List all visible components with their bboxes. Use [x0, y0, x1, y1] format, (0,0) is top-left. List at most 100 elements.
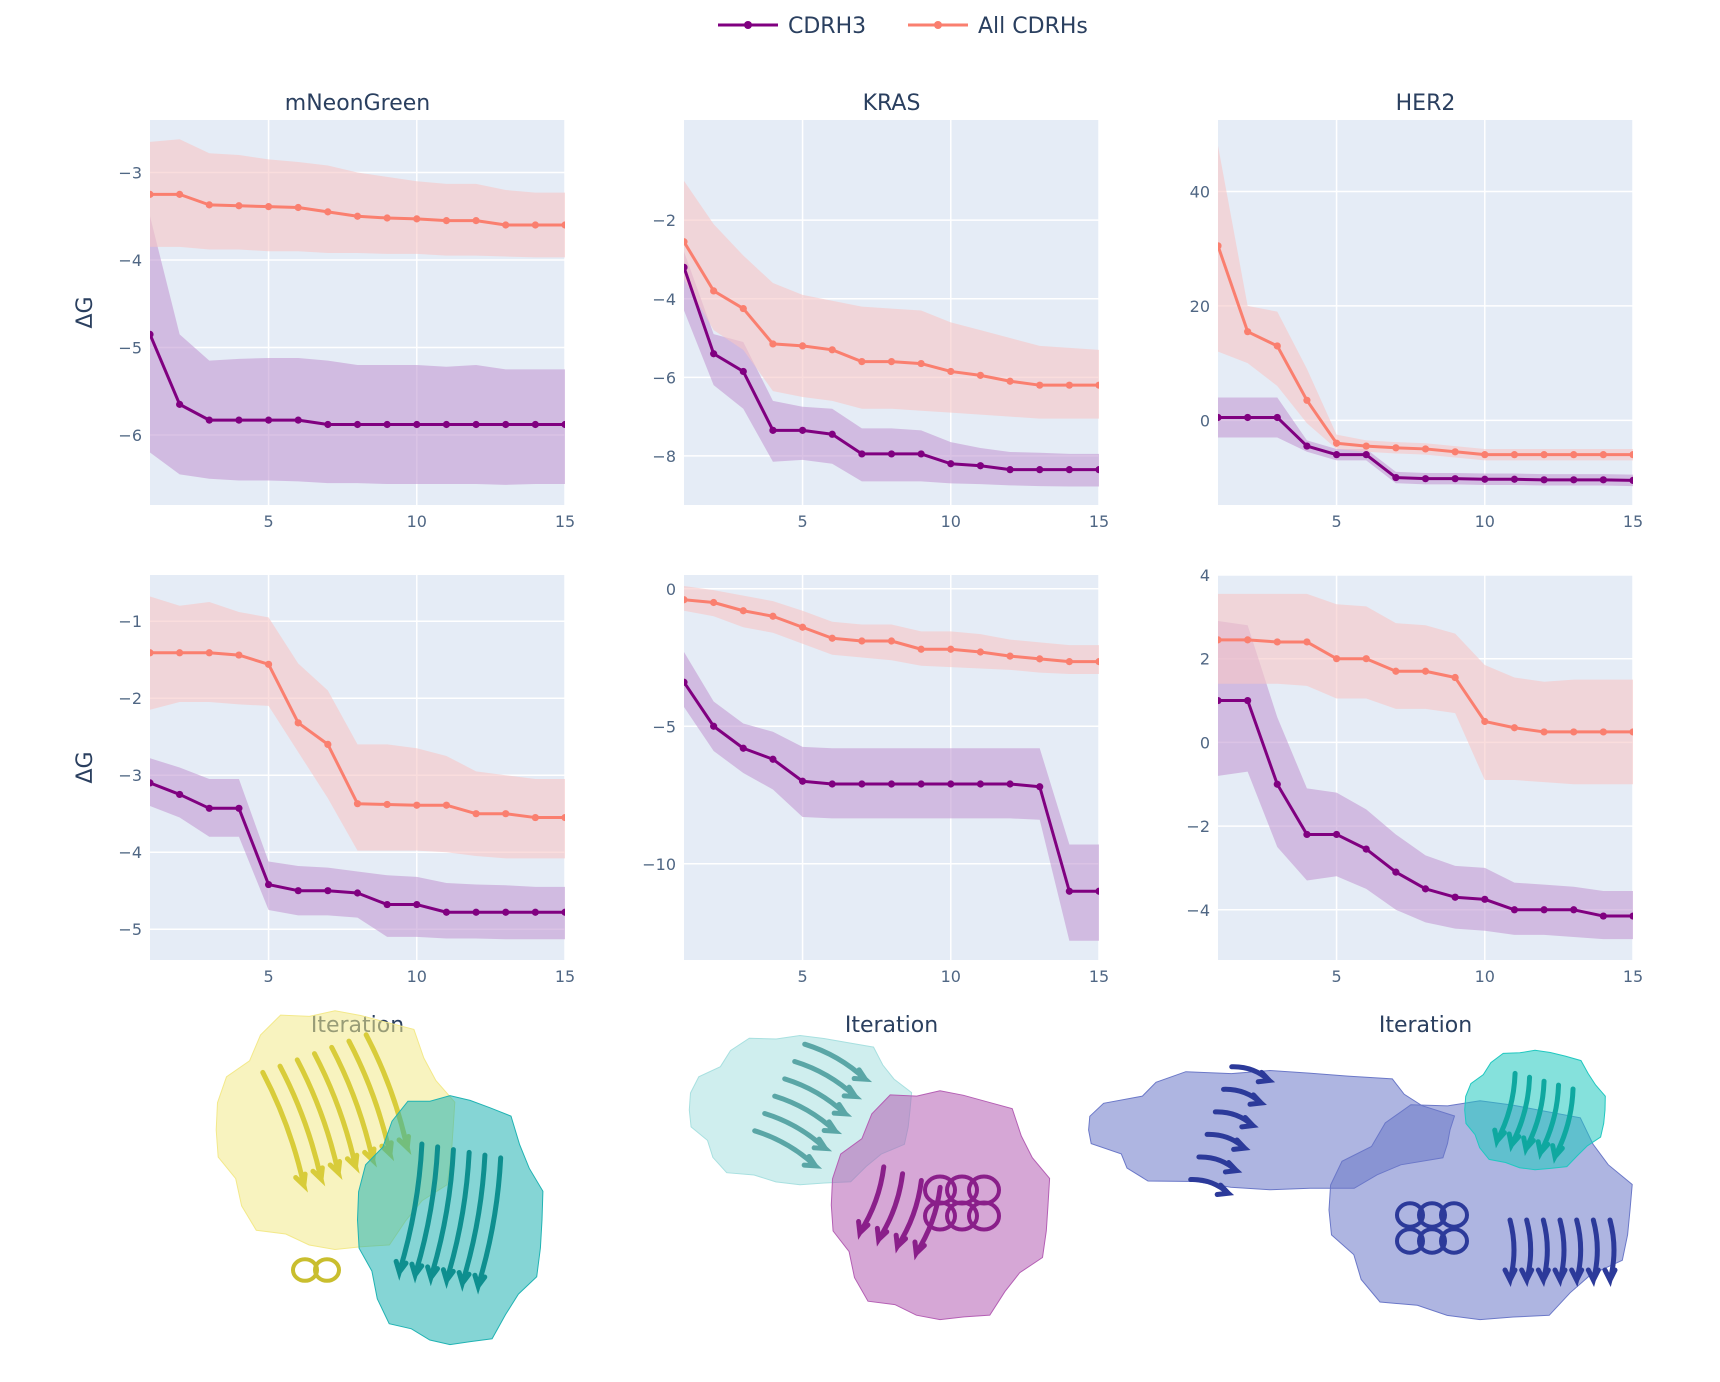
data-point-cdrh3[interactable]	[976, 462, 985, 470]
data-point-cdrh3[interactable]	[710, 722, 718, 730]
data-point-cdrh3[interactable]	[1570, 476, 1578, 484]
data-point-all-cdrhs[interactable]	[264, 660, 273, 668]
data-point-all-cdrhs[interactable]	[442, 801, 451, 809]
data-point-cdrh3[interactable]	[1362, 451, 1370, 459]
data-point-all-cdrhs[interactable]	[324, 208, 332, 216]
data-point-all-cdrhs[interactable]	[472, 217, 480, 225]
data-point-all-cdrhs[interactable]	[1303, 396, 1311, 404]
data-point-cdrh3[interactable]	[1273, 413, 1281, 422]
data-point-cdrh3[interactable]	[917, 780, 925, 788]
data-point-cdrh3[interactable]	[798, 777, 807, 785]
data-point-all-cdrhs[interactable]	[502, 810, 510, 818]
data-point-cdrh3[interactable]	[1244, 413, 1252, 422]
data-point-all-cdrhs[interactable]	[1540, 728, 1548, 736]
data-point-all-cdrhs[interactable]	[235, 651, 243, 659]
data-point-cdrh3[interactable]	[1392, 473, 1400, 482]
data-point-cdrh3[interactable]	[1451, 893, 1459, 901]
data-point-all-cdrhs[interactable]	[769, 340, 777, 348]
data-point-all-cdrhs[interactable]	[561, 221, 568, 229]
data-point-cdrh3[interactable]	[1036, 466, 1044, 474]
data-point-cdrh3[interactable]	[383, 900, 391, 909]
data-point-cdrh3[interactable]	[294, 887, 302, 895]
data-point-all-cdrhs[interactable]	[146, 649, 154, 657]
data-point-cdrh3[interactable]	[531, 420, 539, 429]
data-point-all-cdrhs[interactable]	[739, 304, 747, 313]
data-point-cdrh3[interactable]	[1214, 413, 1222, 422]
data-point-all-cdrhs[interactable]	[1214, 636, 1222, 644]
data-point-all-cdrhs[interactable]	[798, 623, 807, 631]
data-point-all-cdrhs[interactable]	[1065, 381, 1073, 389]
data-point-cdrh3[interactable]	[235, 416, 243, 424]
data-point-all-cdrhs[interactable]	[1570, 451, 1578, 459]
data-point-cdrh3[interactable]	[1599, 912, 1607, 920]
data-point-all-cdrhs[interactable]	[1332, 439, 1341, 447]
data-point-all-cdrhs[interactable]	[324, 740, 332, 749]
data-point-all-cdrhs[interactable]	[176, 649, 184, 657]
data-point-all-cdrhs[interactable]	[502, 221, 510, 229]
data-point-all-cdrhs[interactable]	[769, 612, 777, 620]
data-point-cdrh3[interactable]	[1451, 475, 1459, 483]
data-point-all-cdrhs[interactable]	[1332, 655, 1341, 663]
data-point-cdrh3[interactable]	[1332, 451, 1341, 459]
data-point-cdrh3[interactable]	[1629, 476, 1636, 485]
data-point-all-cdrhs[interactable]	[1451, 448, 1459, 456]
data-point-all-cdrhs[interactable]	[472, 810, 480, 818]
data-point-all-cdrhs[interactable]	[294, 203, 302, 212]
data-point-all-cdrhs[interactable]	[1421, 667, 1430, 675]
data-point-all-cdrhs[interactable]	[1510, 451, 1519, 459]
data-point-cdrh3[interactable]	[264, 416, 273, 424]
data-point-all-cdrhs[interactable]	[798, 342, 807, 350]
data-point-cdrh3[interactable]	[680, 678, 688, 686]
legend-item-cdrh3[interactable]: CDRH3	[718, 14, 866, 39]
data-point-all-cdrhs[interactable]	[1421, 445, 1430, 453]
data-point-cdrh3[interactable]	[1540, 906, 1548, 914]
data-point-cdrh3[interactable]	[710, 350, 718, 358]
data-point-cdrh3[interactable]	[442, 908, 451, 916]
data-point-all-cdrhs[interactable]	[1006, 652, 1014, 660]
data-point-cdrh3[interactable]	[887, 780, 896, 788]
data-point-all-cdrhs[interactable]	[531, 813, 539, 822]
data-point-all-cdrhs[interactable]	[710, 287, 718, 295]
data-point-cdrh3[interactable]	[531, 908, 539, 916]
data-point-cdrh3[interactable]	[1036, 783, 1044, 791]
data-point-cdrh3[interactable]	[858, 450, 866, 458]
data-point-all-cdrhs[interactable]	[1570, 728, 1578, 736]
data-point-all-cdrhs[interactable]	[1036, 655, 1044, 663]
data-point-cdrh3[interactable]	[769, 755, 777, 763]
data-point-all-cdrhs[interactable]	[205, 201, 213, 209]
data-point-cdrh3[interactable]	[353, 420, 362, 429]
data-point-all-cdrhs[interactable]	[1599, 728, 1607, 736]
data-point-cdrh3[interactable]	[947, 460, 955, 468]
data-point-all-cdrhs[interactable]	[739, 607, 747, 615]
data-point-all-cdrhs[interactable]	[947, 367, 955, 376]
data-point-cdrh3[interactable]	[324, 887, 332, 895]
data-point-all-cdrhs[interactable]	[1362, 655, 1370, 663]
data-point-cdrh3[interactable]	[1421, 885, 1430, 893]
data-point-all-cdrhs[interactable]	[1273, 342, 1281, 350]
data-point-all-cdrhs[interactable]	[1451, 673, 1459, 682]
data-point-cdrh3[interactable]	[1303, 442, 1311, 450]
data-point-cdrh3[interactable]	[1629, 912, 1636, 920]
data-point-cdrh3[interactable]	[1095, 887, 1102, 895]
data-point-cdrh3[interactable]	[769, 426, 777, 434]
data-point-all-cdrhs[interactable]	[1392, 444, 1400, 452]
legend-item-all-cdrhs[interactable]: All CDRHs	[908, 14, 1088, 39]
data-point-all-cdrhs[interactable]	[1065, 658, 1073, 666]
data-point-all-cdrhs[interactable]	[1629, 451, 1636, 459]
data-point-cdrh3[interactable]	[176, 400, 184, 408]
data-point-all-cdrhs[interactable]	[531, 221, 539, 229]
data-point-all-cdrhs[interactable]	[413, 801, 421, 809]
data-point-all-cdrhs[interactable]	[917, 359, 925, 368]
data-point-cdrh3[interactable]	[680, 263, 688, 271]
data-point-cdrh3[interactable]	[1362, 845, 1370, 853]
data-point-cdrh3[interactable]	[947, 780, 955, 788]
data-point-all-cdrhs[interactable]	[442, 217, 451, 225]
data-point-all-cdrhs[interactable]	[1036, 381, 1044, 389]
data-point-all-cdrhs[interactable]	[1273, 638, 1281, 646]
data-point-cdrh3[interactable]	[1481, 475, 1489, 483]
data-point-cdrh3[interactable]	[828, 430, 836, 438]
data-point-all-cdrhs[interactable]	[887, 358, 896, 366]
data-point-cdrh3[interactable]	[1095, 466, 1102, 474]
data-point-cdrh3[interactable]	[1214, 696, 1222, 705]
data-point-cdrh3[interactable]	[1510, 906, 1519, 914]
